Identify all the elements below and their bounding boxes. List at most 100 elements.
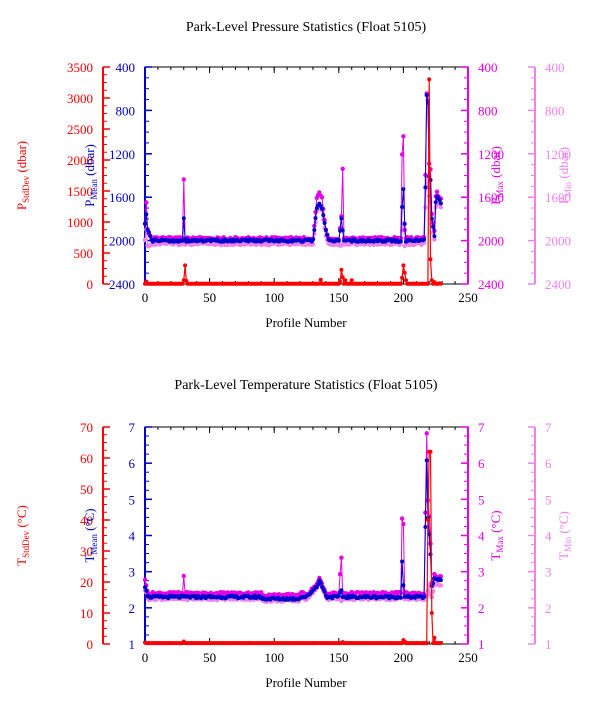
- mean-series-point: [312, 228, 317, 232]
- mean-series-point: [148, 234, 153, 238]
- max-series-point: [399, 152, 405, 157]
- stddev-axis-tick-label: 3500: [67, 60, 93, 75]
- mean-series-point: [314, 585, 319, 590]
- temperature-panel: Park-Level Temperature Statistics (Float…: [14, 378, 573, 690]
- mean-series-point: [146, 230, 151, 235]
- stddev-series-point: [404, 278, 408, 283]
- mean-series-point: [336, 238, 341, 243]
- max-axis-tick-label: 3: [478, 565, 485, 580]
- mean-series-point: [437, 198, 442, 202]
- min-series-point: [142, 237, 148, 243]
- min-series-point: [438, 205, 444, 210]
- stddev-axis-tick-label: 50: [80, 482, 93, 497]
- stddev-series-point: [339, 267, 344, 272]
- max-series-point: [144, 200, 149, 205]
- mean-series-point: [423, 185, 428, 190]
- mean-series-point: [340, 228, 345, 233]
- chart-title: Park-Level Temperature Statistics (Float…: [174, 378, 437, 393]
- max-series-point: [339, 555, 344, 560]
- mean-series-point: [336, 593, 341, 598]
- stddev-axis-tick-label: 1000: [67, 215, 93, 230]
- x-tick-label: 100: [264, 650, 284, 665]
- x-tick-label: 100: [264, 290, 284, 305]
- max-series-point: [319, 195, 325, 200]
- max-axis-tick-label: 2000: [478, 234, 504, 249]
- x-axis-label: Profile Number: [265, 315, 347, 330]
- min-axis-title: TMin (°C): [556, 511, 573, 560]
- stddev-series-point: [428, 257, 433, 262]
- min-axis-tick-label: 6: [545, 456, 552, 471]
- stddev-axis-tick-label: 3000: [67, 91, 93, 106]
- max-axis-tick-label: 2: [478, 601, 485, 616]
- mean-axis-tick-label: 3: [129, 565, 136, 580]
- stddev-axis-tick-label: 30: [80, 544, 93, 559]
- min-axis-title: PMin (dbar): [556, 147, 573, 204]
- max-series-point: [399, 516, 405, 521]
- x-tick-label: 50: [203, 290, 216, 305]
- mean-series-point: [400, 205, 405, 209]
- mean-series-point: [438, 578, 443, 583]
- mean-axis-tick-label: 1: [129, 637, 136, 652]
- mean-series-line: [144, 460, 442, 601]
- max-axis-tick-label: 6: [478, 456, 485, 471]
- mean-series-point: [339, 216, 344, 221]
- stddev-axis-tick-label: 0: [87, 277, 94, 292]
- mean-axis-tick-label: 4: [129, 529, 136, 544]
- stddev-series-point: [424, 641, 429, 646]
- mean-series-point: [432, 234, 437, 239]
- mean-series-point: [321, 213, 326, 218]
- min-series-line: [144, 176, 442, 248]
- max-series-point: [434, 189, 440, 194]
- mean-series-point: [424, 93, 429, 98]
- min-axis-tick-label: 2400: [545, 277, 571, 292]
- max-axis-tick-label: 1: [478, 637, 485, 652]
- stddev-series-line: [144, 79, 442, 286]
- mean-series-point: [143, 585, 147, 590]
- mean-series-point: [398, 239, 403, 244]
- min-series-point: [425, 588, 431, 593]
- x-tick-label: 200: [394, 290, 414, 305]
- stddev-series-point: [429, 611, 434, 615]
- min-axis-tick-label: 800: [545, 103, 565, 118]
- x-tick-label: 200: [394, 650, 414, 665]
- mean-series-point: [322, 221, 327, 225]
- stddev-axis-tick-label: 500: [74, 246, 94, 261]
- mean-series-point: [144, 588, 149, 593]
- x-tick-label: 250: [458, 650, 478, 665]
- mean-axis-title: TMean (°C): [82, 508, 99, 562]
- mean-axis-tick-label: 800: [116, 103, 136, 118]
- min-axis-tick-label: 7: [545, 420, 552, 435]
- stddev-axis-tick-label: 10: [80, 606, 93, 621]
- min-axis-tick-label: 1600: [545, 190, 571, 205]
- min-axis-tick-label: 4: [545, 529, 552, 544]
- mean-series-point: [422, 237, 427, 242]
- max-series-line: [144, 433, 441, 597]
- mean-axis-tick-label: 1200: [109, 147, 135, 162]
- mean-series-point: [143, 221, 147, 226]
- mean-axis-tick-label: 2000: [109, 234, 135, 249]
- stddev-series-line: [144, 451, 441, 644]
- max-axis-tick-label: 7: [478, 420, 485, 435]
- max-series-point: [313, 209, 318, 215]
- stddev-series-point: [338, 279, 343, 284]
- mean-series-point: [323, 227, 328, 232]
- min-series-point: [432, 237, 437, 242]
- x-tick-label: 0: [142, 290, 149, 305]
- max-axis-title: TMax (°C): [488, 510, 505, 560]
- mean-series-point: [424, 458, 429, 463]
- mean-series-point: [423, 525, 428, 529]
- mean-series-point: [318, 580, 323, 585]
- stddev-axis-tick-label: 60: [80, 451, 93, 466]
- mean-axis-tick-label: 2400: [109, 277, 135, 292]
- max-axis-tick-label: 800: [478, 103, 498, 118]
- x-tick-label: 250: [458, 290, 478, 305]
- max-axis-title: PMax (dbar): [488, 146, 505, 205]
- max-series-point: [424, 431, 429, 436]
- mean-axis-tick-label: 5: [129, 492, 136, 507]
- min-axis-tick-label: 1: [545, 637, 552, 652]
- mean-series-point: [401, 583, 406, 588]
- min-axis-tick-label: 2: [545, 601, 552, 616]
- max-series-point: [337, 572, 343, 577]
